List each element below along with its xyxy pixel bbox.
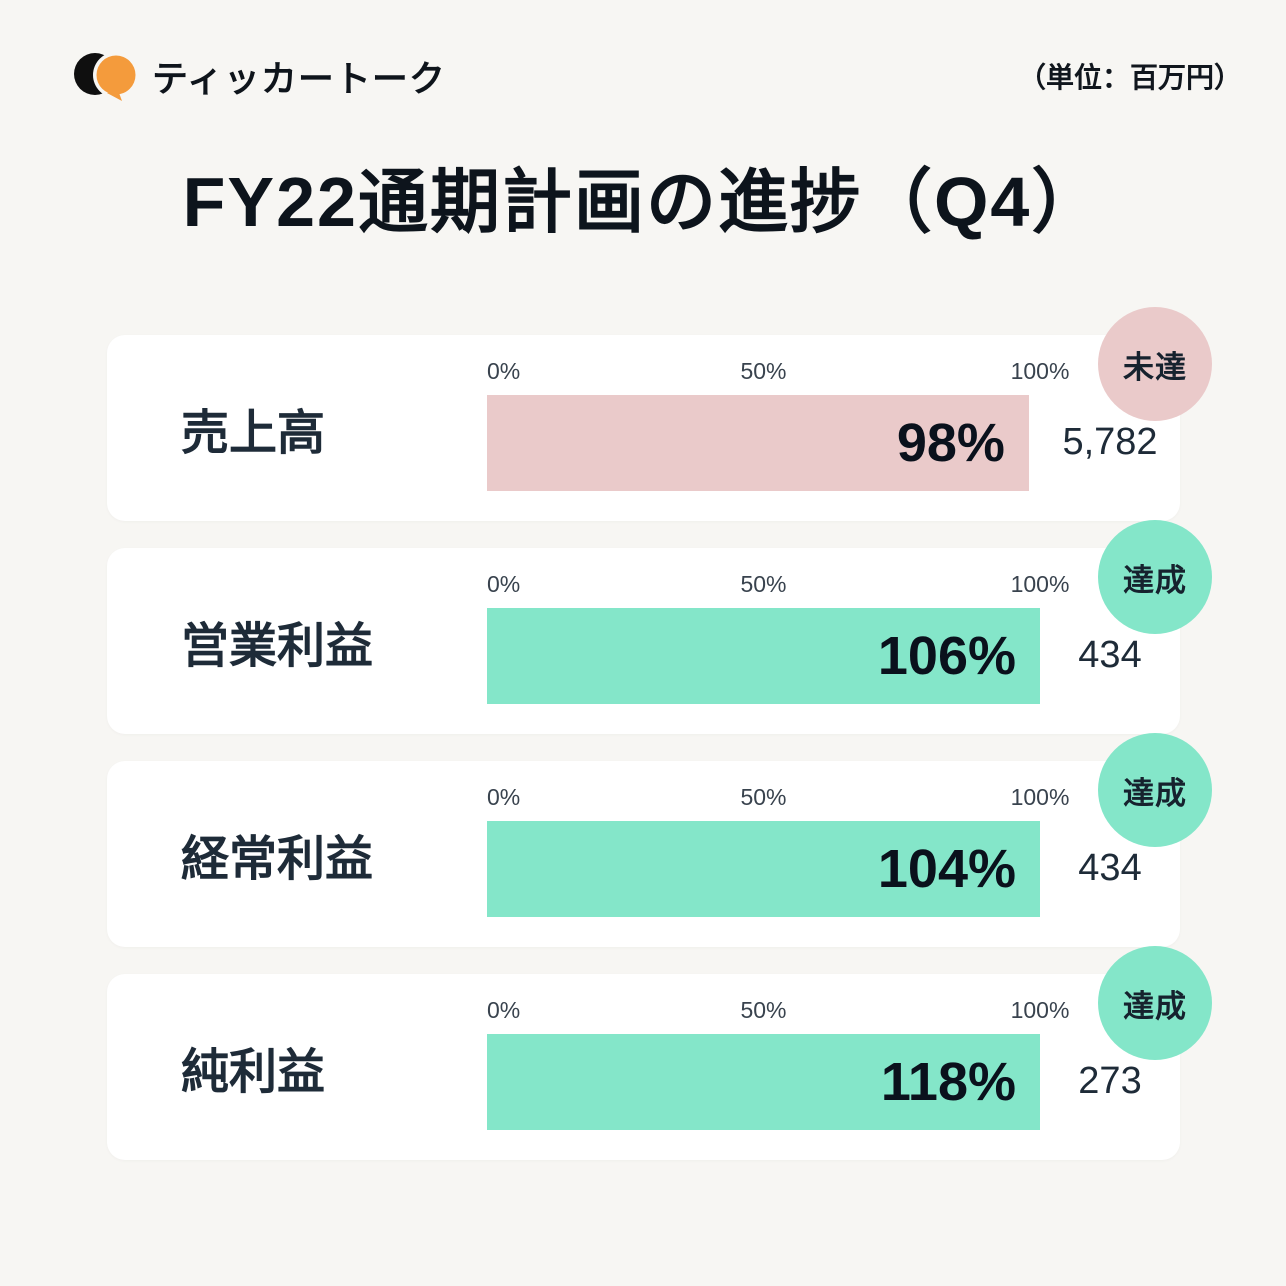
tick-0: 0% bbox=[487, 357, 521, 384]
metric-label: 純利益 bbox=[181, 1046, 326, 1099]
metric-value: 273 bbox=[1078, 1060, 1142, 1102]
percent-label: 118% bbox=[880, 1051, 1016, 1112]
tick-50: 50% bbox=[740, 357, 787, 384]
progress-bar: 118% bbox=[487, 1033, 1040, 1130]
tick-100: 100% bbox=[1010, 783, 1070, 810]
axis-ticks: 0% 50% 100% bbox=[487, 357, 1069, 386]
tick-100: 100% bbox=[1010, 996, 1070, 1023]
metric-chart: 0% 50% 100% 106% 434 bbox=[487, 571, 1180, 712]
tick-0: 0% bbox=[487, 783, 521, 810]
tick-50: 50% bbox=[740, 996, 787, 1023]
metric-chart: 0% 50% 100% 118% 273 bbox=[487, 997, 1180, 1138]
status-badge: 達成 bbox=[1098, 520, 1212, 634]
status-badge: 未達 bbox=[1098, 307, 1212, 421]
tick-0: 0% bbox=[487, 996, 521, 1023]
axis-ticks: 0% 50% 100% bbox=[487, 570, 1069, 599]
tick-100: 100% bbox=[1010, 570, 1070, 597]
metric-value: 5,782 bbox=[1062, 421, 1158, 463]
page-title: FY22通期計画の進捗（Q4） bbox=[182, 163, 1104, 241]
metric-value: 434 bbox=[1078, 634, 1142, 676]
percent-label: 104% bbox=[877, 838, 1016, 899]
bar-row: 98% 5,782 bbox=[487, 394, 1180, 491]
status-badge: 達成 bbox=[1098, 733, 1212, 847]
tick-100: 100% bbox=[1010, 357, 1070, 384]
tick-50: 50% bbox=[740, 783, 787, 810]
header: ティッカートーク （単位：百万円） bbox=[74, 50, 1242, 102]
metric-card: 純利益 0% 50% 100% 118% 273 達成 bbox=[107, 946, 1212, 1160]
status-badge: 達成 bbox=[1098, 946, 1212, 1060]
bar-row: 118% 273 bbox=[487, 1033, 1180, 1130]
percent-label: 98% bbox=[896, 412, 1005, 473]
progress-bar: 98% bbox=[487, 394, 1029, 491]
metric-chart: 0% 50% 100% 98% 5,782 bbox=[487, 358, 1180, 499]
metric-card: 経常利益 0% 50% 100% 104% 434 達成 bbox=[107, 733, 1212, 947]
metric-card: 営業利益 0% 50% 100% 106% 434 達成 bbox=[107, 520, 1212, 734]
brand-logo: ティッカートーク bbox=[74, 50, 446, 102]
bar-track: 106% bbox=[487, 607, 1040, 704]
tick-50: 50% bbox=[740, 570, 787, 597]
metric-label: 経常利益 bbox=[181, 833, 374, 886]
bar-track: 98% bbox=[487, 394, 1040, 491]
metric-cards-list: 売上高 0% 50% 100% 98% 5,782 未達 bbox=[107, 307, 1212, 1160]
axis-ticks: 0% 50% 100% bbox=[487, 783, 1069, 812]
metric-label: 売上高 bbox=[181, 407, 326, 460]
bar-track: 118% bbox=[487, 1033, 1040, 1130]
tick-0: 0% bbox=[487, 570, 521, 597]
unit-note: （単位：百万円） bbox=[1017, 62, 1242, 93]
progress-bar: 104% bbox=[487, 820, 1040, 917]
brand-name: ティッカートーク bbox=[152, 58, 446, 99]
axis-ticks: 0% 50% 100% bbox=[487, 996, 1069, 1025]
metric-label: 営業利益 bbox=[181, 620, 374, 673]
progress-bar: 106% bbox=[487, 607, 1040, 704]
bar-row: 104% 434 bbox=[487, 820, 1180, 917]
bar-track: 104% bbox=[487, 820, 1040, 917]
speech-bubbles-logo-icon bbox=[74, 51, 138, 101]
metric-value: 434 bbox=[1078, 847, 1142, 889]
bar-row: 106% 434 bbox=[487, 607, 1180, 704]
metric-chart: 0% 50% 100% 104% 434 bbox=[487, 784, 1180, 925]
percent-label: 106% bbox=[877, 625, 1016, 686]
metric-card: 売上高 0% 50% 100% 98% 5,782 未達 bbox=[107, 307, 1212, 521]
